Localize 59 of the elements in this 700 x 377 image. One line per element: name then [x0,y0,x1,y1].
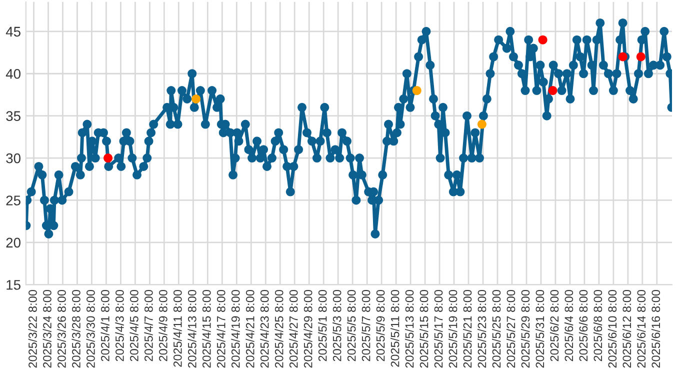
x-tick-label: 2025/6/2 8:00 [550,290,559,362]
x-tick-label: 2025/4/23 8:00 [260,290,269,368]
x-tick-label: 2025/4/17 8:00 [216,290,226,368]
point [548,86,558,96]
y-tick-label: 35 [6,111,20,121]
x-tick-label: 2025/4/27 8:00 [289,290,298,368]
x-tick-label: 2025/4/15 8:00 [202,290,211,368]
x-tick-label: 2025/4/13 8:00 [188,290,196,368]
x-tick-label: 2025/4/5 8:00 [130,290,138,362]
y-tick-label: 40 [6,68,20,79]
x-tick-label: 2025/5/17 8:00 [434,290,443,368]
x-tick-label: 2025/6/4 8:00 [564,290,574,362]
x-tick-label: 2025/5/9 8:00 [376,290,385,362]
x-tick-label: 2025/4/9 8:00 [158,290,168,362]
x-tick-label: 2025/5/1 8:00 [318,290,327,362]
x-tick-label: 2025/4/29 8:00 [304,290,312,368]
x-tick-label: 2025/4/3 8:00 [115,290,124,362]
x-tick-label: 2025/5/3 8:00 [332,290,342,362]
x-tick-label: 2025/5/23 8:00 [478,290,486,368]
x-tick-label: 2025/6/6 8:00 [578,290,588,362]
y-tick-label: 15 [6,280,20,290]
x-tick-label: 2025/3/24 8:00 [42,290,52,368]
x-tick-label: 2025/3/26 8:00 [57,290,66,368]
x-tick-label: 2025/5/25 8:00 [492,290,501,368]
x-tick-label: 2025/5/7 8:00 [362,290,370,362]
point [104,154,113,163]
x-tick-label: 2025/5/29 8:00 [520,290,530,368]
x-tick-label: 2025/4/7 8:00 [144,290,153,362]
x-tick-label: 2025/6/16 8:00 [651,290,660,368]
x-tick-label: 2025/5/31 8:00 [535,290,544,368]
point [477,120,486,129]
x-tick-label: 2025/3/22 8:00 [28,290,37,368]
x-tick-label: 2025/3/30 8:00 [86,290,95,368]
x-tick-label: 2025/5/27 8:00 [506,290,516,368]
y-tick-label: 20 [6,238,20,248]
x-tick-label: 2025/5/5 8:00 [347,290,356,362]
x-tick-label: 2025/4/19 8:00 [231,290,240,368]
point [538,35,548,44]
x-tick-label: 2025/6/12 8:00 [622,290,632,368]
x-tick-label: 2025/5/11 8:00 [390,290,400,367]
x-tick-label: 2025/6/14 8:00 [636,290,646,368]
x-tick-label: 2025/5/13 8:00 [405,290,414,368]
point [618,52,628,62]
x-tick-label: 2025/5/15 8:00 [420,290,428,368]
x-tick-label: 2025/4/11 8:00 [173,290,182,367]
point [192,94,201,104]
point [412,86,422,96]
x-tick-label: 2025/3/28 8:00 [72,290,80,368]
x-tick-label: 2025/4/1 8:00 [100,290,110,362]
x-tick-label: 2025/4/25 8:00 [274,290,284,368]
y-tick-label: 25 [6,196,20,206]
x-tick-label: 2025/6/10 8:00 [608,290,617,368]
point [636,52,646,62]
x-tick-label: 2025/6/8 8:00 [593,290,602,362]
x-tick-label: 2025/4/21 8:00 [246,290,254,368]
x-tick-label: 2025/5/21 8:00 [463,290,472,368]
x-tick-label: 2025/5/19 8:00 [448,290,458,368]
y-tick-label: 45 [6,26,20,37]
y-tick-label: 30 [6,153,20,164]
